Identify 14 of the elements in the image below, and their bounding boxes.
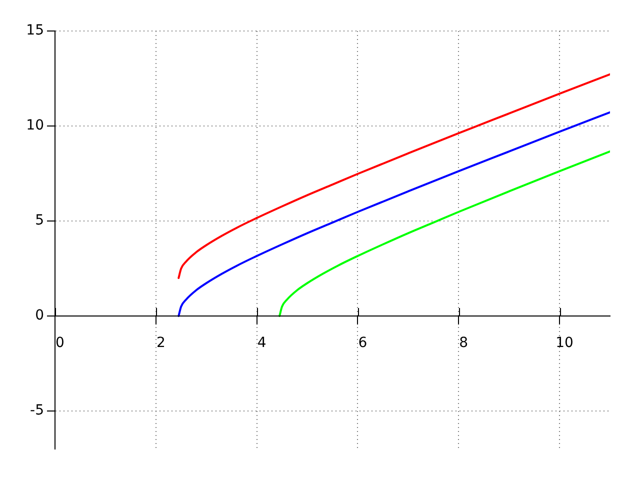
x-tick-label: 8: [459, 335, 468, 352]
x-tick-label: 6: [358, 335, 368, 352]
line-series: [178, 73, 610, 279]
x-tick-label: 4: [257, 335, 266, 352]
y-tick-label: -5: [30, 402, 44, 419]
x-tick-label: 0: [56, 335, 64, 352]
x-tick-label: 2: [156, 335, 166, 352]
y-tick-label: 10: [26, 118, 44, 134]
line-series: [178, 111, 610, 317]
y-tick-label: 15: [26, 22, 44, 39]
y-tick-label: 5: [35, 212, 44, 229]
y-tick-label: 0: [35, 308, 44, 324]
line-series: [278, 150, 610, 317]
x-tick-label: 10: [556, 335, 574, 352]
